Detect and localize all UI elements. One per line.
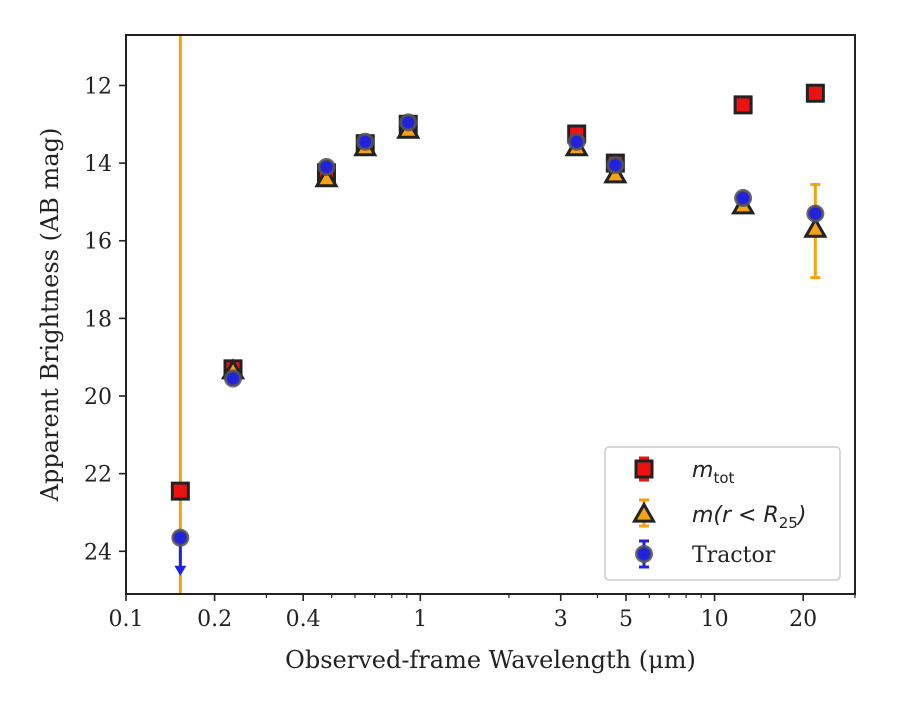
tractor-point — [399, 113, 418, 132]
x-tick-label: 0.1 — [109, 607, 144, 632]
x-tick-label: 20 — [789, 607, 817, 632]
tractor-point — [171, 528, 190, 547]
tractor-limit-arrow — [174, 565, 187, 576]
y-tick-label: 14 — [84, 152, 112, 177]
legend-box — [604, 446, 841, 581]
legend-label-mr25: m(r < R25) — [692, 503, 806, 532]
series-layer — [170, 35, 828, 594]
x-tick-label: 3 — [554, 607, 568, 632]
y-axis-label: Apparent Brightness (AB mag) — [36, 128, 64, 503]
x-tick-label: 0.2 — [197, 607, 232, 632]
mtot-point — [733, 95, 753, 115]
legend-label-tractor: Tractor — [692, 543, 776, 568]
tractor-point — [317, 157, 336, 176]
plot-frame — [125, 34, 856, 595]
tractor-point — [734, 189, 753, 208]
tractor-point — [806, 204, 825, 223]
y-tick-label: 12 — [84, 74, 112, 99]
x-tick-label: 10 — [701, 607, 729, 632]
mtot-point — [170, 481, 190, 501]
tractor-point — [356, 132, 375, 151]
y-tick-label: 20 — [84, 385, 112, 410]
x-tick-label: 5 — [619, 607, 633, 632]
y-tick-label: 22 — [84, 463, 112, 488]
legend-label-mtot: mtot — [692, 458, 734, 487]
legend-mtot-marker — [634, 459, 654, 479]
legend-tractor-marker — [635, 545, 653, 563]
y-tick-label: 18 — [84, 307, 112, 332]
mr25-point — [803, 216, 828, 238]
y-axis: 12 14 16 18 20 22 24 — [84, 74, 126, 565]
legend: mtot m(r < R25) Tractor — [604, 446, 841, 581]
x-tick-label: 1 — [413, 607, 427, 632]
x-axis: 0.1 0.2 0.4 1 3 5 10 20 — [109, 594, 856, 632]
tractor-point — [567, 132, 586, 151]
legend-markers — [631, 456, 657, 569]
tractor-point — [606, 156, 625, 175]
x-tick-label: 0.4 — [286, 607, 321, 632]
x-axis-label: Observed-frame Wavelength (μm) — [285, 646, 696, 674]
tractor-point — [224, 369, 243, 388]
mr25-point — [314, 166, 339, 188]
y-tick-label: 16 — [84, 230, 112, 255]
mtot-point — [805, 83, 825, 103]
legend-mr25-marker — [631, 501, 657, 523]
y-tick-label: 24 — [84, 540, 112, 565]
